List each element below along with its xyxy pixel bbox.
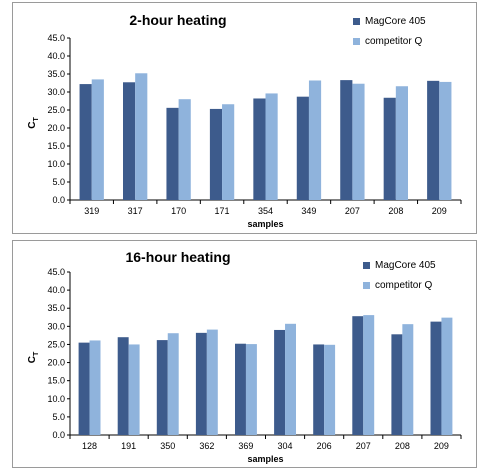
bar-competitor-q: [135, 73, 147, 200]
y-tick-label: 45.0: [47, 33, 65, 43]
y-tick-label: 40.0: [47, 51, 65, 61]
x-tick-label: 208: [395, 441, 410, 451]
chart-plot: 0.0 5.0 10.0 15.0 20.0 25.0 30.0 35.0 40.0 45.0 12…: [13, 241, 478, 469]
x-tick-label: 304: [278, 441, 293, 451]
bar-magcore-405: [352, 316, 363, 435]
bar-competitor-q: [309, 80, 321, 200]
x-tick-label: 170: [171, 206, 186, 216]
bar-competitor-q: [439, 82, 451, 200]
y-axis-title-main: C: [27, 122, 38, 129]
bar-competitor-q: [285, 324, 296, 435]
y-tick-label: 5.0: [52, 412, 65, 422]
x-axis-title: samples: [247, 454, 283, 464]
bar-magcore-405: [340, 80, 352, 200]
bar-magcore-405: [235, 344, 246, 435]
y-tick-label: 15.0: [47, 141, 65, 151]
bar-magcore-405: [196, 333, 207, 435]
y-tick-label: 45.0: [47, 267, 65, 277]
bar-competitor-q: [168, 333, 179, 435]
bar-competitor-q: [207, 330, 218, 435]
chart-panel-16-hour: 16-hour heating MagCore 405 competitor Q…: [12, 240, 477, 468]
y-axis-title: CT: [27, 117, 40, 129]
bar-competitor-q: [441, 318, 452, 435]
x-tick-label: 369: [238, 441, 253, 451]
y-tick-label: 30.0: [47, 87, 65, 97]
bar-competitor-q: [396, 86, 408, 200]
x-tick-label: 209: [434, 441, 449, 451]
bar-magcore-405: [274, 330, 285, 435]
bar-competitor-q: [324, 345, 335, 435]
bar-magcore-405: [384, 98, 396, 200]
x-tick-label: 319: [84, 206, 99, 216]
x-tick-label: 354: [258, 206, 273, 216]
bar-magcore-405: [79, 343, 90, 435]
x-tick-label: 350: [160, 441, 175, 451]
bar-competitor-q: [402, 324, 413, 435]
y-tick-label: 5.0: [52, 177, 65, 187]
bar-magcore-405: [431, 322, 442, 435]
bar-magcore-405: [210, 109, 222, 200]
bar-competitor-q: [92, 79, 104, 200]
y-tick-label: 15.0: [47, 376, 65, 386]
bar-competitor-q: [363, 315, 374, 435]
bar-magcore-405: [118, 337, 129, 435]
y-tick-label: 25.0: [47, 105, 65, 115]
chart-panel-2-hour: 2-hour heating MagCore 405 competitor Q …: [12, 2, 477, 234]
y-axis-title: CT: [27, 351, 40, 363]
y-tick-label: 10.0: [47, 394, 65, 404]
y-tick-label: 30.0: [47, 321, 65, 331]
x-tick-label: 209: [432, 206, 447, 216]
x-tick-label: 206: [317, 441, 332, 451]
bar-competitor-q: [222, 104, 234, 200]
x-tick-label: 317: [128, 206, 143, 216]
bar-magcore-405: [123, 82, 135, 200]
bar-competitor-q: [129, 344, 140, 435]
bar-competitor-q: [266, 93, 278, 200]
bar-competitor-q: [352, 84, 364, 200]
bar-magcore-405: [166, 108, 178, 200]
bar-magcore-405: [253, 98, 265, 200]
x-tick-label: 208: [388, 206, 403, 216]
x-tick-label: 207: [345, 206, 360, 216]
bar-magcore-405: [313, 344, 324, 435]
x-tick-label: 191: [121, 441, 136, 451]
bar-magcore-405: [427, 81, 439, 200]
y-tick-label: 40.0: [47, 285, 65, 295]
bar-competitor-q: [90, 340, 101, 435]
y-tick-label: 0.0: [52, 195, 65, 205]
bar-magcore-405: [297, 97, 309, 200]
x-axis-title: samples: [247, 219, 283, 229]
y-axis-title-main: C: [27, 356, 38, 363]
bar-competitor-q: [246, 344, 257, 435]
x-tick-label: 128: [82, 441, 97, 451]
y-axis-title-subscript: T: [33, 351, 40, 356]
chart-plot: 0.0 5.0 10.0 15.0 20.0 25.0 30.0 35.0 40.0 45.0 31…: [13, 3, 478, 235]
y-tick-label: 25.0: [47, 339, 65, 349]
bar-competitor-q: [179, 99, 191, 200]
y-tick-label: 20.0: [47, 358, 65, 368]
bar-magcore-405: [391, 334, 402, 435]
y-axis-title-subscript: T: [33, 117, 40, 122]
y-tick-label: 20.0: [47, 123, 65, 133]
x-tick-label: 349: [301, 206, 316, 216]
y-tick-label: 0.0: [52, 430, 65, 440]
x-tick-label: 362: [199, 441, 214, 451]
bar-magcore-405: [80, 84, 92, 200]
y-tick-label: 35.0: [47, 69, 65, 79]
x-tick-label: 171: [215, 206, 230, 216]
x-tick-label: 207: [356, 441, 371, 451]
bar-magcore-405: [157, 340, 168, 435]
y-tick-label: 10.0: [47, 159, 65, 169]
y-tick-label: 35.0: [47, 303, 65, 313]
